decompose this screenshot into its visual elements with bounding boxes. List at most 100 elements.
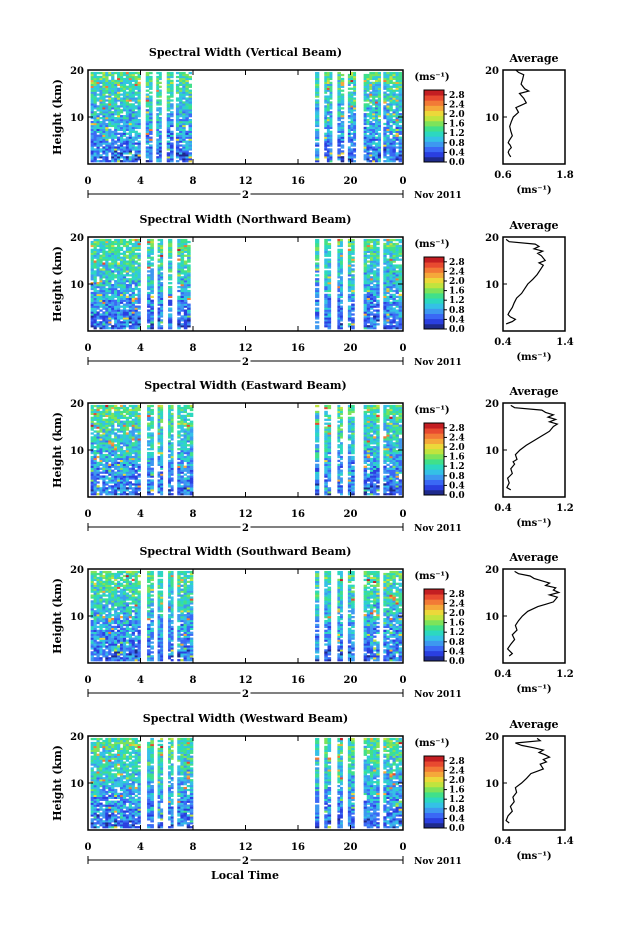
heatmap-cell [187, 268, 191, 271]
heatmap-cell [125, 101, 130, 104]
heatmap-cell [117, 448, 121, 451]
heatmap-cell [99, 404, 103, 408]
heatmap-cell [128, 442, 132, 445]
heatmap-cell [366, 152, 370, 155]
heatmap-cell [90, 311, 94, 314]
heatmap-cell [145, 101, 150, 104]
heatmap-cell [372, 83, 376, 86]
heatmap-cell [366, 158, 370, 161]
heatmap-cell [96, 408, 100, 412]
heatmap-cell [188, 130, 192, 133]
heatmap-cell [315, 89, 320, 92]
heatmap-cell [134, 475, 138, 478]
heatmap-cell [134, 117, 138, 120]
heatmap-cell [156, 128, 160, 132]
heatmap-cell [168, 471, 171, 474]
heatmap-cell [383, 83, 387, 86]
heatmap-cell [337, 158, 341, 161]
heatmap-cell [160, 450, 164, 453]
heatmap-cell [366, 113, 370, 116]
heatmap-cell [93, 442, 97, 445]
heatmap-cell [158, 91, 162, 94]
heatmap-cell [125, 289, 130, 293]
heatmap-cell [392, 99, 396, 102]
heatmap-cell [315, 327, 320, 330]
heatmap-cell [376, 246, 380, 250]
heatmap-cell [96, 117, 100, 120]
heatmap-cell [324, 120, 328, 124]
heatmap-cell [337, 266, 341, 269]
heatmap-cell [340, 313, 343, 316]
heatmap-cell [353, 91, 357, 94]
heatmap-cell [392, 242, 396, 246]
heatmap-cell [119, 282, 124, 285]
x-tick-label: 0 [400, 343, 407, 354]
heatmap-cell [395, 158, 399, 161]
heatmap-cell [150, 250, 154, 253]
heatmap-cell [114, 156, 118, 159]
heatmap-cell [180, 487, 184, 490]
heatmap-cell [105, 424, 109, 427]
heatmap-cell [119, 313, 124, 316]
heatmap-cell [373, 295, 377, 299]
heatmap-cell [90, 124, 94, 128]
heatmap-cell [363, 268, 368, 271]
heatmap-cell [119, 424, 124, 427]
heatmap-cell [93, 313, 97, 316]
heatmap-cell [96, 240, 100, 244]
heatmap-cell [376, 293, 380, 297]
heatmap-cell [131, 264, 135, 267]
heatmap-cell [96, 262, 100, 265]
heatmap-cell [179, 105, 183, 108]
heatmap-cell [315, 254, 320, 257]
heatmap-cell [185, 136, 189, 139]
heatmap-cell [114, 140, 118, 143]
heatmap-cell [149, 87, 153, 90]
heatmap-cell [177, 280, 181, 283]
heatmap-cell [347, 126, 351, 130]
heatmap-cell [108, 97, 112, 100]
heatmap-cell [111, 477, 115, 480]
heatmap-cell [389, 305, 393, 308]
heatmap-cell [108, 280, 112, 283]
heatmap-cell [175, 122, 180, 126]
heatmap-cell [347, 315, 352, 318]
heatmap-cell [337, 142, 341, 145]
heatmap-cell [168, 432, 171, 435]
heatmap-cell [93, 262, 97, 265]
heatmap-cell [125, 262, 130, 265]
heatmap-cell [392, 250, 396, 253]
heatmap-cell [96, 154, 100, 157]
heatmap-cell [119, 258, 124, 261]
heatmap-cell [373, 274, 377, 277]
heatmap-cell [145, 85, 150, 88]
heatmap-cell [117, 291, 121, 295]
heatmap-cell [125, 479, 130, 482]
heatmap-cell [398, 284, 402, 287]
heatmap-cell [145, 113, 150, 116]
heatmap-cell [366, 317, 371, 320]
heatmap-cell [102, 321, 106, 324]
heatmap-cell [351, 282, 355, 285]
heatmap-cell [119, 115, 124, 118]
heatmap-cell [386, 327, 390, 330]
heatmap-cell [156, 146, 160, 149]
heatmap-cell [114, 485, 118, 488]
heatmap-cell [134, 422, 138, 425]
heatmap-cell [125, 297, 130, 300]
heatmap-cell [350, 128, 354, 132]
heatmap-cell [108, 434, 112, 437]
heatmap-cell [137, 426, 141, 429]
heatmap-cell [392, 156, 396, 159]
heatmap-cell [182, 75, 186, 79]
heatmap-cell [386, 244, 390, 248]
heatmap-cell [389, 313, 393, 316]
heatmap-cell [329, 93, 333, 96]
heatmap-cell [93, 418, 97, 421]
heatmap-cell [117, 280, 121, 283]
heatmap-cell [105, 483, 109, 486]
heatmap-cell [377, 93, 381, 96]
heatmap-cell [105, 244, 109, 248]
heatmap-cell [119, 154, 124, 157]
heatmap-cell [117, 321, 121, 324]
